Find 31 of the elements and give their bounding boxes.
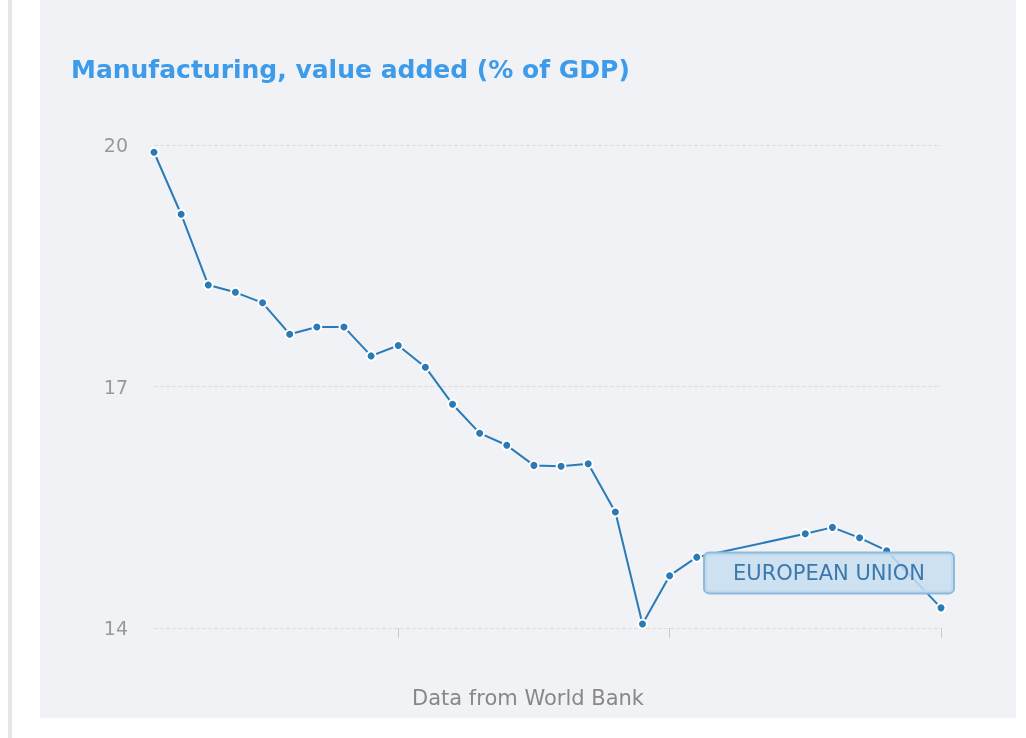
point (365, 350, 377, 362)
text: Data from World Bank (412, 685, 645, 710)
y-tick-label: 20 (103, 134, 128, 156)
point (826, 521, 838, 533)
series-label: EUROPEAN UNION (733, 560, 925, 585)
point (664, 570, 676, 582)
point (691, 551, 703, 563)
point (148, 146, 160, 158)
point (392, 339, 404, 351)
point (854, 532, 866, 544)
point (338, 321, 350, 333)
point (419, 361, 431, 373)
point (799, 528, 811, 540)
point (609, 506, 621, 518)
point (229, 286, 241, 298)
point (175, 208, 187, 220)
point (501, 439, 513, 451)
chart-title: Manufacturing, value added (% of GDP) (71, 55, 630, 84)
point (257, 297, 269, 309)
point (528, 459, 540, 471)
point (636, 618, 648, 630)
y-tick-label: 14 (103, 617, 128, 639)
point (935, 602, 947, 614)
point (474, 427, 486, 439)
point (202, 279, 214, 291)
point (284, 328, 296, 340)
point (555, 460, 567, 472)
y-tick-label: 17 (103, 375, 128, 398)
point (447, 398, 459, 410)
point (582, 458, 594, 470)
point (311, 321, 323, 333)
